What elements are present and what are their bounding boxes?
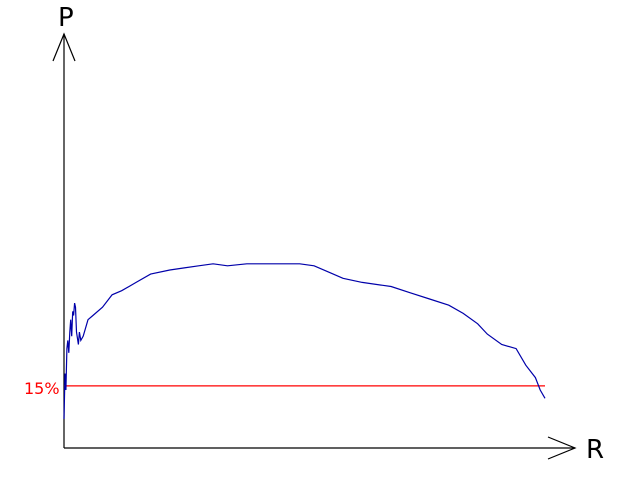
x-axis-arrowhead — [547, 436, 577, 460]
x-axis-label: R — [586, 435, 604, 465]
reference-line-label: 15% — [24, 379, 60, 398]
y-axis-arrowhead — [52, 32, 76, 62]
y-axis-label: P — [58, 3, 74, 33]
precision-recall-curve — [63, 263, 546, 420]
